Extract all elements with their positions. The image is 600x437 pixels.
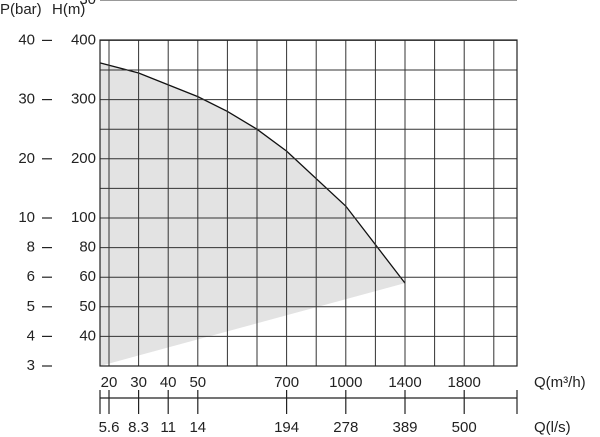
y-tick-label: 100 [71, 209, 96, 226]
y2-tick-label: 40 [18, 31, 35, 48]
x-tick-label: 50 [189, 374, 206, 391]
x2-tick-label: 500 [452, 419, 477, 436]
y-tick-label: 60 [79, 268, 96, 285]
x-tick-label: 20 [101, 374, 118, 391]
y2-tick-label: 6 [27, 268, 35, 285]
x2-tick-label: 14 [189, 419, 206, 436]
y2-tick-label: 30 [18, 91, 35, 108]
y-tick-label: 300 [71, 91, 96, 108]
x2-tick-label: 194 [274, 419, 299, 436]
x2-tick-label: 11 [160, 419, 176, 436]
x-tick-label: 1000 [329, 374, 362, 391]
y2-tick-label: 8 [27, 239, 35, 256]
x-tick-label: 40 [160, 374, 177, 391]
x-tick-label: 1400 [388, 374, 421, 391]
x2-tick-label: 5.6 [99, 419, 120, 436]
y2-axis-label: P(bar) [0, 1, 42, 18]
y-tick-label: 80 [79, 239, 96, 256]
y-tick-label: 40 [79, 327, 96, 344]
x-tick-label: 1800 [448, 374, 481, 391]
curve [99, 62, 406, 284]
x2-tick-label: 8.3 [128, 419, 149, 436]
area-fill [100, 62, 405, 367]
y2-tick-label: 5 [27, 298, 35, 315]
x2-axis-label: Q(l/s) [534, 419, 571, 436]
y-tick-label: 200 [71, 150, 96, 167]
x-tick-label: 30 [130, 374, 147, 391]
x-axis-label: Q(m³/h) [534, 374, 586, 391]
y-tick-label: 30 [79, 0, 96, 8]
y-axis-label: H(m) [52, 1, 85, 18]
y2-tick-label: 4 [27, 327, 35, 344]
y2-tick-label: 20 [18, 150, 35, 167]
x2-tick-label: 278 [333, 419, 358, 436]
y-tick-label: 400 [71, 31, 96, 48]
y2-tick-label: 3 [27, 357, 35, 374]
y-tick-label: 50 [79, 298, 96, 315]
x-tick-label: 700 [274, 374, 299, 391]
plot-frame [99, 39, 518, 367]
y2-tick-label: 10 [18, 209, 35, 226]
x2-tick-label: 389 [392, 419, 417, 436]
